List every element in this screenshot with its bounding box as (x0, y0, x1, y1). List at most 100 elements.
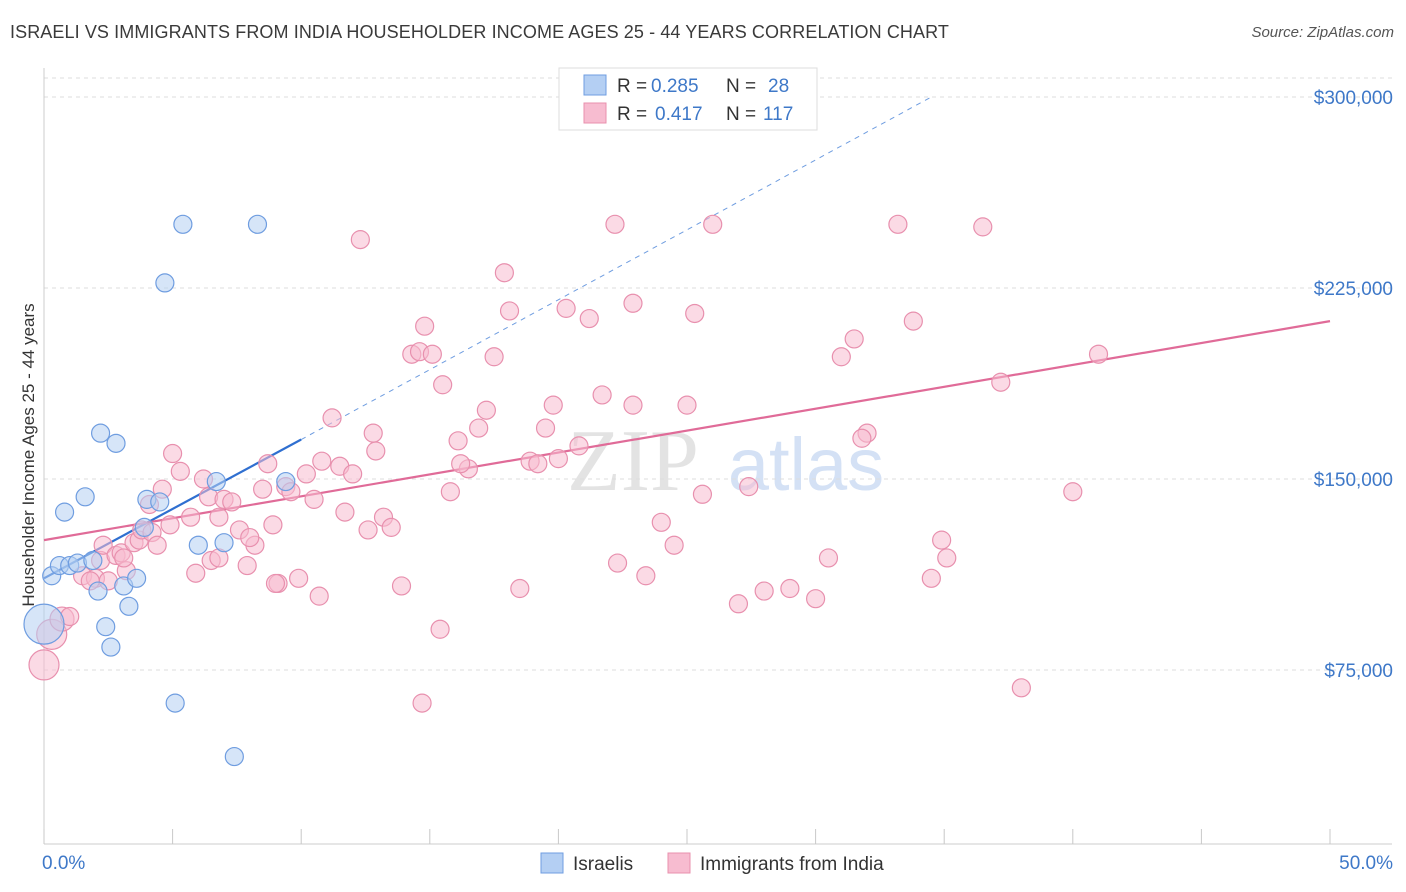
legend-swatch-israelis (583, 74, 607, 96)
bottom-legend-label-israelis: Israelis (573, 854, 633, 875)
india-point-112 (240, 527, 260, 548)
india-point-108 (363, 423, 383, 443)
india-point-88 (844, 329, 864, 349)
india-point-99 (1088, 344, 1109, 364)
axes (43, 68, 1392, 845)
israelis-point-10 (96, 617, 116, 637)
india-point-87 (831, 347, 851, 367)
india-point-76 (636, 566, 656, 586)
israelis-point-8 (88, 581, 108, 601)
israelis-point-18 (150, 492, 170, 512)
india-point-45 (350, 230, 370, 250)
legend-n-label-1: N = (726, 104, 761, 125)
india-point-61 (484, 347, 504, 367)
india-point-66 (528, 454, 548, 474)
india-point-39 (304, 489, 324, 509)
israelis-point-19 (155, 273, 175, 293)
india-point-57 (448, 431, 468, 451)
india-point-104 (265, 573, 286, 594)
india-point-21 (186, 563, 206, 583)
legend-n-label-0: N = (726, 76, 761, 97)
legend: R = 0.285 N = 28 R = 0.417 N = 117 (558, 67, 818, 131)
india-point-19 (170, 461, 190, 481)
india-point-56 (440, 482, 460, 502)
india-point-31 (253, 479, 273, 499)
india-point-62 (494, 263, 514, 283)
legend-n-value-0: 28 (768, 76, 789, 97)
y-tick-label-3: $300,000 (1314, 88, 1393, 109)
india-point-0 (28, 649, 60, 681)
india-point-43 (335, 502, 355, 522)
data-points (23, 214, 1109, 767)
india-point-107 (309, 586, 329, 606)
israelis-trend-extension (300, 96, 932, 440)
israelis-point-7 (83, 550, 103, 571)
x-tick-label-1: 50.0% (1339, 853, 1393, 874)
legend-n-value-1: 117 (763, 104, 793, 125)
india-point-8 (93, 535, 113, 555)
y-tick-label-1: $150,000 (1314, 470, 1393, 491)
india-point-80 (685, 303, 705, 324)
india-point-75 (623, 395, 643, 415)
y-axis-label: Householder Income Ages 25 - 44 years (19, 303, 38, 606)
india-point-78 (664, 535, 684, 555)
india-point-83 (728, 594, 749, 614)
y-tick-label-0: $75,000 (1324, 661, 1393, 682)
india-point-29 (237, 555, 257, 576)
israelis-point-15 (126, 568, 147, 588)
india-point-93 (932, 530, 952, 550)
india-point-32 (258, 454, 278, 474)
india-point-37 (289, 568, 309, 588)
watermark-zip: ZIP (567, 413, 699, 510)
india-point-16 (147, 535, 167, 555)
israelis-point-22 (188, 535, 208, 555)
india-point-69 (556, 298, 576, 318)
israelis-point-23 (206, 471, 226, 492)
india-point-96 (991, 372, 1011, 392)
india-point-41 (322, 408, 342, 428)
india-point-101 (412, 693, 432, 713)
india-point-106 (114, 548, 134, 568)
india-point-82 (703, 214, 723, 234)
india-point-94 (937, 548, 957, 568)
india-point-20 (181, 507, 201, 527)
y-tick-label-2: $225,000 (1314, 279, 1393, 300)
india-trend-line (43, 320, 1331, 542)
israelis-point-3 (54, 502, 75, 522)
legend-r-value-0: 0.285 (651, 76, 699, 97)
israelis-point-16 (134, 517, 154, 537)
bottom-legend-swatch-israelis (540, 852, 564, 874)
india-point-40 (312, 451, 332, 471)
legend-swatch-india (583, 102, 607, 124)
israelis-point-26 (247, 214, 268, 234)
india-point-54 (422, 344, 442, 364)
israelis-point-25 (224, 746, 244, 767)
india-point-109 (163, 443, 183, 464)
bottom-legend-swatch-india (667, 852, 691, 874)
legend-r-label-1: R = (617, 104, 652, 125)
chart-title: ISRAELI VS IMMIGRANTS FROM INDIA HOUSEHO… (10, 22, 949, 42)
bottom-legend-label-india: Immigrants from India (700, 854, 884, 875)
india-point-113 (451, 454, 471, 474)
india-point-73 (607, 553, 628, 573)
bottom-legend: Israelis Immigrants from India (540, 852, 884, 875)
israelis-point-11 (101, 637, 121, 657)
india-point-33 (263, 515, 283, 535)
india-point-60 (476, 400, 496, 420)
india-point-44 (343, 464, 363, 484)
india-point-49 (381, 517, 401, 537)
india-point-74 (623, 293, 643, 313)
india-point-71 (579, 308, 599, 329)
india-point-97 (1011, 678, 1031, 698)
india-point-27 (222, 492, 242, 512)
india-point-24 (209, 507, 229, 527)
israelis-point-0 (23, 603, 65, 645)
legend-r-label-0: R = (617, 76, 652, 97)
india-point-18 (160, 515, 180, 535)
india-point-79 (677, 395, 697, 415)
tick-labels: $75,000 $150,000 $225,000 $300,000 0.0% 50.0% (42, 88, 1393, 874)
legend-r-value-1: 0.417 (655, 104, 703, 125)
india-point-67 (535, 418, 556, 438)
israelis-point-20 (165, 693, 185, 713)
india-point-77 (651, 512, 671, 532)
